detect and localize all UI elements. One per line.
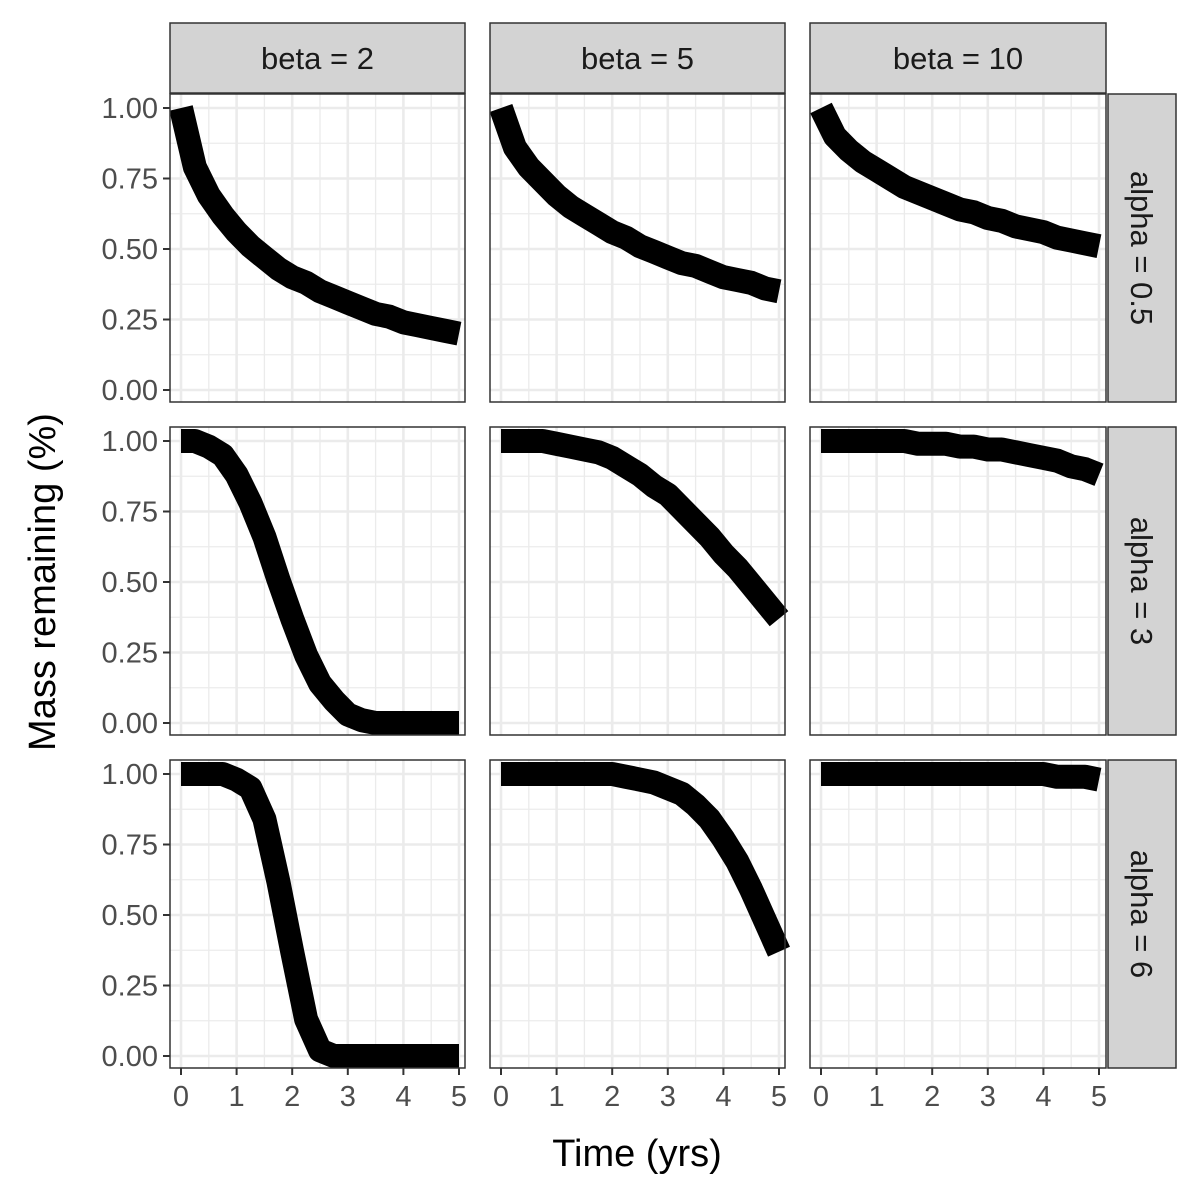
- x-tick-label: 1: [229, 1081, 245, 1113]
- y-tick-label: 0.00: [102, 708, 158, 740]
- column-strip-label: beta = 5: [581, 41, 694, 76]
- panel-r1-c2: [809, 426, 1107, 736]
- x-tick-label: 3: [340, 1081, 356, 1113]
- x-tick-label: 5: [771, 1081, 787, 1113]
- y-tick-label: 1.00: [102, 93, 158, 125]
- x-tick-label: 5: [451, 1081, 467, 1113]
- panel-r2-c2: [809, 759, 1107, 1069]
- y-tick-label: 0.50: [102, 900, 158, 932]
- row-strip: [1107, 426, 1177, 736]
- x-tick-label: 2: [924, 1081, 940, 1113]
- series-line-r2-c2: [821, 762, 1102, 792]
- x-tick-label: 4: [395, 1081, 411, 1113]
- series-line-r1-c0: [181, 429, 459, 735]
- panel-border: [809, 93, 1107, 403]
- panels: [169, 93, 1107, 1069]
- row-strip-label: alpha = 3: [1124, 517, 1159, 645]
- y-tick-label: 0.75: [102, 830, 158, 862]
- panel-r2-c0: [169, 759, 466, 1069]
- x-tick-label: 1: [549, 1081, 565, 1113]
- panel-r1-c0: [169, 426, 466, 736]
- x-tick-label: 5: [1091, 1081, 1107, 1113]
- series-line-r0-c0: [169, 105, 462, 346]
- series-line-r1-c2: [821, 429, 1104, 486]
- column-strip-label: beta = 2: [261, 41, 374, 76]
- y-tick-label: 0.75: [102, 164, 158, 196]
- y-tick-label: 0.00: [102, 1041, 158, 1073]
- x-tick-label: 0: [173, 1081, 189, 1113]
- x-tick-label: 4: [1035, 1081, 1051, 1113]
- row-strip: [1107, 759, 1177, 1069]
- row-strip: [1107, 93, 1177, 403]
- panel-r0-c0: [169, 93, 466, 403]
- series-line-r1-c1: [501, 429, 789, 627]
- x-tick-label: 2: [604, 1081, 620, 1113]
- y-tick-label: 1.00: [102, 426, 158, 458]
- row-strip-label: alpha = 6: [1124, 850, 1159, 978]
- y-tick-label: 0.75: [102, 497, 158, 529]
- series-line-r2-c1: [501, 762, 790, 957]
- panel-border: [809, 426, 1107, 736]
- column-strip: [809, 22, 1107, 94]
- column-strip: [169, 22, 466, 94]
- y-tick-label: 0.25: [102, 971, 158, 1003]
- panel-r0-c2: [809, 93, 1107, 403]
- panel-r0-c1: [489, 93, 786, 403]
- x-tick-label: 2: [284, 1081, 300, 1113]
- column-strip-label: beta = 10: [893, 41, 1023, 76]
- x-tick-label: 0: [813, 1081, 829, 1113]
- row-strip-label: alpha = 0.5: [1124, 171, 1159, 325]
- y-tick-label: 0.25: [102, 305, 158, 337]
- x-tick-label: 4: [715, 1081, 731, 1113]
- facet-strips: beta = 2 beta = 5 beta = 10 alpha = 0.5 alph…: [169, 22, 1177, 1069]
- panel-r1-c1: [489, 426, 789, 736]
- panel-border: [809, 759, 1107, 1069]
- panel-border: [489, 426, 786, 736]
- series-line-r0-c2: [810, 102, 1102, 258]
- x-tick-label: 3: [660, 1081, 676, 1113]
- x-tick-label: 1: [869, 1081, 885, 1113]
- panel-r2-c1: [489, 759, 790, 1069]
- x-axis-title: Time (yrs): [552, 1133, 722, 1175]
- x-tick-label: 3: [980, 1081, 996, 1113]
- axes: 0.00 0.25 0.50 0.75 1.00 0.00 0.25 0.50 0.75 1.00…: [102, 93, 1108, 1113]
- series-line-r0-c1: [489, 104, 782, 304]
- y-tick-label: 0.50: [102, 567, 158, 599]
- y-axis-title: Mass remaining (%): [22, 413, 64, 751]
- y-tick-label: 1.00: [102, 759, 158, 791]
- y-tick-label: 0.50: [102, 234, 158, 266]
- panel-border: [489, 759, 786, 1069]
- x-tick-label: 0: [493, 1081, 509, 1113]
- column-strip: [489, 22, 786, 94]
- panel-border: [489, 93, 786, 403]
- y-tick-label: 0.00: [102, 375, 158, 407]
- series-line-r2-c0: [181, 762, 459, 1068]
- y-tick-label: 0.25: [102, 638, 158, 670]
